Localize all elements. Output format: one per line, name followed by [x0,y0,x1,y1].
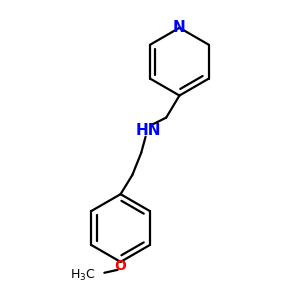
Text: O: O [115,259,127,273]
Text: N: N [173,20,186,35]
Text: H$_3$C: H$_3$C [70,268,95,283]
Text: HN: HN [136,123,161,138]
